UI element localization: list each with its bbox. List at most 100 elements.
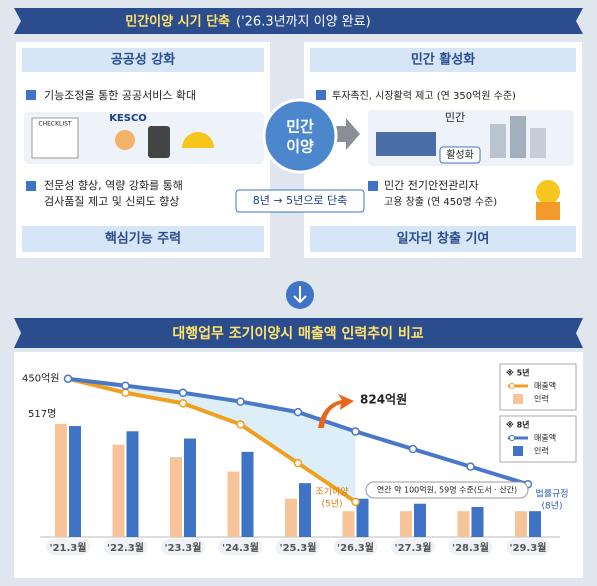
legend-label: 인력 — [534, 446, 549, 456]
legend-swatch — [509, 383, 515, 389]
bar — [227, 471, 240, 537]
bar — [126, 431, 139, 537]
center-note: 8년 → 5년으로 단축 — [253, 194, 347, 207]
legend-label: 인력 — [534, 394, 549, 404]
annotation: 824억원 — [360, 393, 407, 407]
x-tick-label: '23.3월 — [165, 542, 202, 554]
plot: '21.3월 '22.3월 '23.3월 '24.3월 '25.3월 '26.3월 '27.… — [22, 363, 577, 555]
check-icon — [26, 90, 36, 100]
logo-text: KESCO — [109, 113, 147, 124]
category-pill — [506, 539, 550, 555]
bar — [112, 444, 125, 537]
annotation-box — [365, 481, 529, 499]
bar — [515, 511, 527, 537]
illustration — [24, 112, 264, 164]
x-tick-label: '25.3월 — [280, 542, 317, 554]
header-ribbon — [14, 8, 583, 34]
line-point — [466, 462, 475, 471]
bullet-text: 투자촉진, 시장활력 제고 (연 350억원 수준) — [332, 89, 516, 102]
annotation: (8년) — [541, 501, 562, 512]
arrow — [330, 118, 360, 150]
bar — [69, 426, 81, 537]
category-pill — [218, 539, 263, 555]
bullet-text: 검사품질 제고 및 신뢰도 향상 — [44, 195, 179, 208]
line-point — [351, 427, 360, 436]
line-point — [63, 374, 73, 383]
check-icon — [316, 90, 326, 100]
category-pill — [103, 539, 148, 555]
line-point — [293, 407, 303, 417]
legend-swatch — [513, 446, 523, 456]
x-tick-label: '21.3월 — [50, 542, 87, 554]
gap-arrow — [318, 394, 354, 428]
center-label: 이양 — [286, 138, 314, 156]
bar — [471, 507, 484, 537]
center-label: 민간 — [286, 118, 314, 136]
legend-swatch — [509, 435, 515, 441]
bullet-text: 민간 전기안전관리자 — [384, 179, 479, 192]
x-tick-label: '24.3월 — [222, 542, 259, 554]
building-image — [490, 124, 506, 158]
bar — [299, 483, 311, 537]
bullet-text: 기능조정을 통한 공공서비스 확대 — [44, 89, 196, 102]
line-point — [293, 458, 303, 468]
legend-title: ※ 5년 — [506, 368, 530, 378]
check-icon — [368, 181, 378, 191]
down-arrow-icon — [293, 286, 307, 304]
header-title: 민간이양 시기 단축 — [125, 14, 230, 30]
bar — [285, 498, 297, 537]
chart-ribbon — [14, 318, 583, 348]
legend-label: 매출액 — [534, 433, 556, 443]
worker-image — [536, 180, 560, 204]
bar — [184, 438, 196, 537]
line-point — [121, 381, 130, 390]
category-pill — [333, 539, 378, 555]
x-tick-label: '22.3월 — [107, 542, 144, 554]
line-point — [408, 444, 418, 454]
bullet-text: 고용 창출 (연 450명 수준) — [384, 196, 497, 208]
panel-footer-text: 핵심기능 주력 — [105, 231, 181, 247]
x-tick-label: '29.3월 — [510, 542, 547, 554]
panel-title: 공공성 강화 — [111, 52, 175, 68]
category-pill — [448, 539, 493, 555]
line-point — [178, 399, 188, 408]
line-point — [236, 420, 245, 429]
legend-swatch — [513, 394, 523, 404]
checklist-image — [31, 117, 79, 159]
worker-image — [536, 202, 560, 220]
image-label: 민간 — [445, 111, 465, 124]
building-image — [510, 116, 526, 158]
chart-title: 대행업무 조기이양시 매출액 인력추이 비교 — [172, 325, 423, 342]
bar — [241, 451, 254, 537]
annotation: 450억원 — [22, 373, 60, 385]
bar — [55, 423, 67, 537]
bar — [342, 511, 355, 537]
annotation: (5년) — [321, 499, 342, 510]
annotation: 517명 — [28, 408, 56, 420]
annotation: 조기이양 — [315, 487, 348, 498]
bar — [170, 457, 182, 537]
x-tick-label: '27.3월 — [395, 542, 432, 554]
panel-footer-text: 일자리 창출 기여 — [397, 231, 490, 247]
x-tick-label: '26.3월 — [337, 542, 374, 554]
category-pill — [161, 539, 205, 555]
meter-image — [148, 126, 170, 158]
image-label: CHECKLIST — [38, 121, 72, 128]
bar — [529, 511, 541, 537]
person-image — [115, 130, 135, 150]
annotation: 법률규정 — [535, 489, 568, 500]
line-point — [236, 397, 245, 406]
bar — [356, 498, 369, 537]
category-pill — [276, 539, 320, 555]
line-point — [351, 497, 360, 507]
panel-header — [310, 48, 576, 72]
line-point — [121, 388, 130, 398]
category-pill — [391, 539, 435, 555]
annotation: 연간 약 100억원, 59명 수준(도서 · 산간) — [377, 485, 517, 495]
helmet-image — [182, 132, 214, 148]
panel-header — [22, 48, 264, 72]
line-point — [178, 388, 188, 398]
note-box — [235, 189, 365, 213]
line — [67, 376, 357, 504]
